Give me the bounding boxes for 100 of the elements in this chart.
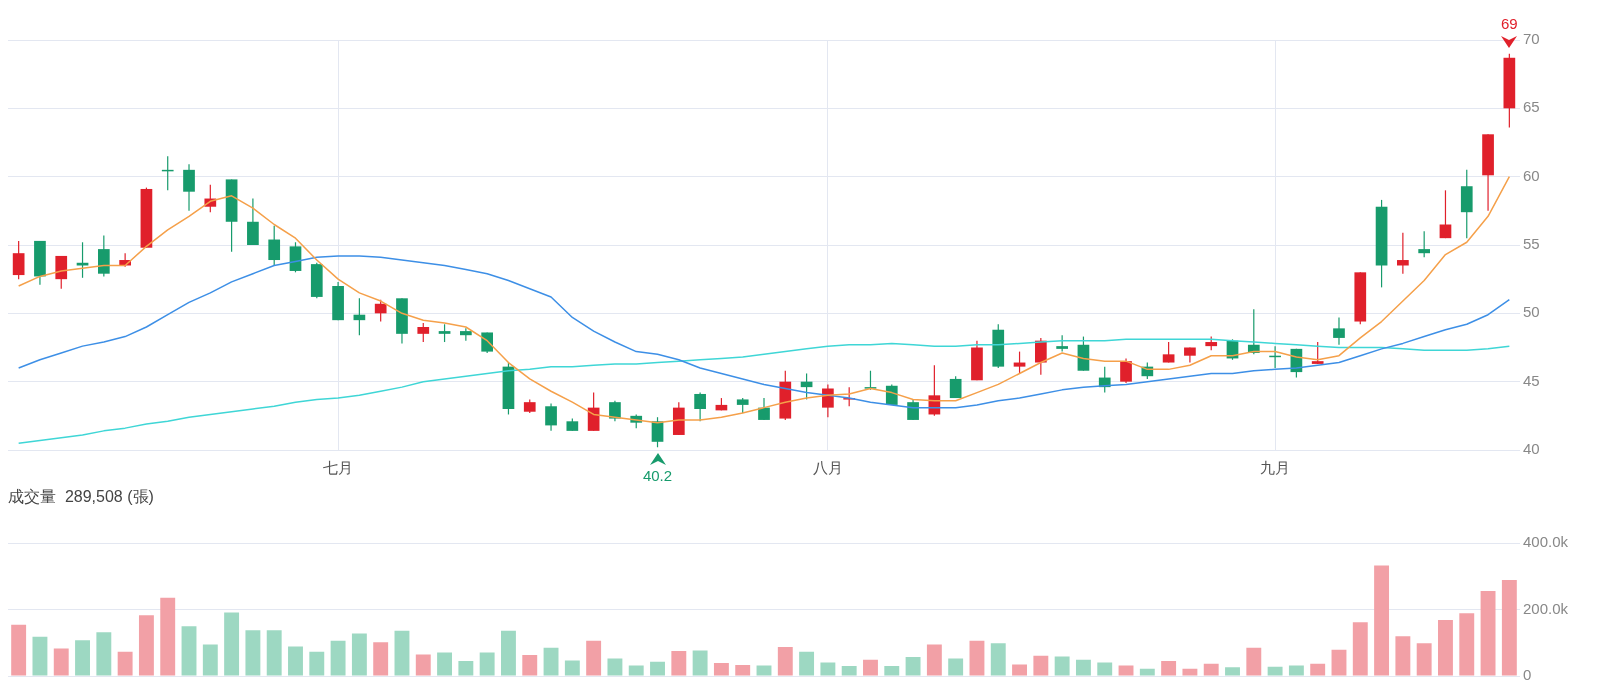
y-tick-label: 45: [1523, 371, 1540, 389]
annotation: 69: [1501, 15, 1518, 33]
bar: [288, 646, 303, 676]
bar: [1331, 649, 1347, 676]
bar: [1075, 659, 1091, 676]
y-tick-label: 200.0k: [1523, 599, 1569, 617]
bar: [650, 661, 665, 676]
candlestick: [1013, 351, 1026, 375]
candlestick: [907, 398, 919, 421]
bar: [522, 655, 538, 676]
bar: [543, 647, 559, 676]
bar: [799, 651, 815, 676]
bar: [458, 661, 474, 676]
bar: [1033, 655, 1049, 676]
bar: [1501, 579, 1517, 676]
bar: [692, 650, 708, 676]
y-tick-label: 65: [1523, 98, 1540, 116]
y-tick-label: 70: [1523, 30, 1540, 48]
candlestick: [1311, 341, 1324, 365]
bar: [1012, 664, 1027, 676]
bar: [713, 663, 729, 676]
candlestick: [545, 402, 557, 432]
y-tick-label: 0: [1523, 666, 1532, 684]
bar: [607, 658, 623, 676]
bar: [138, 615, 154, 676]
bar: [863, 659, 878, 676]
bar: [309, 651, 325, 676]
bar: [1097, 662, 1113, 676]
bar: [224, 612, 240, 676]
bar: [394, 630, 410, 676]
bar: [1480, 591, 1496, 676]
bar: [351, 633, 367, 676]
x-tick-label: 八月: [812, 459, 843, 477]
bar: [479, 652, 495, 676]
bar: [671, 651, 687, 676]
y-tick-label: 60: [1523, 166, 1540, 184]
bar: [1118, 665, 1134, 676]
bar: [245, 630, 261, 676]
x-tick-label: 七月: [323, 459, 354, 477]
bar: [75, 640, 90, 676]
candlestick: [460, 327, 472, 342]
bar: [1438, 619, 1453, 676]
bar: [1310, 663, 1326, 676]
bar: [628, 665, 644, 676]
annotation: 40.2: [642, 466, 673, 484]
bar: [373, 642, 389, 676]
bar: [181, 626, 197, 676]
candlestick: [609, 400, 621, 422]
bar: [884, 666, 900, 676]
bar: [756, 665, 772, 676]
bar: [1203, 663, 1219, 676]
bar: [117, 651, 133, 676]
bar: [202, 644, 218, 676]
candlestick: [1056, 334, 1068, 353]
bar: [1225, 667, 1240, 676]
candlestick: [247, 197, 259, 246]
candlestick: [76, 241, 89, 279]
bar: [1139, 668, 1155, 676]
bar: [1395, 636, 1411, 676]
candlestick: [1397, 232, 1409, 275]
bar: [1267, 666, 1283, 676]
bar: [501, 630, 516, 676]
bar: [841, 666, 857, 676]
bar: [564, 660, 580, 676]
chart-title: 成交量 289,508 (張): [8, 488, 154, 506]
bar: [1161, 661, 1177, 676]
candlestick: [268, 225, 281, 267]
bar: [11, 624, 27, 676]
bar: [96, 632, 112, 676]
bar: [1459, 613, 1475, 676]
bar: [990, 643, 1006, 676]
bar: [586, 640, 602, 676]
y-tick-label: 50: [1523, 303, 1540, 321]
bar: [1182, 668, 1198, 676]
bar: [905, 657, 921, 676]
candlestick: [183, 163, 195, 212]
y-tick-label: 400.0k: [1523, 533, 1569, 551]
bar: [1288, 665, 1304, 676]
candlestick: [417, 322, 430, 343]
bar: [437, 652, 453, 676]
candlestick: [12, 240, 25, 280]
bar: [948, 658, 964, 676]
candlestick: [1418, 230, 1431, 258]
bar: [969, 640, 985, 676]
bar: [1352, 622, 1368, 676]
candlestick: [1162, 341, 1175, 364]
bar: [1246, 647, 1262, 676]
bar: [1054, 656, 1070, 676]
bar: [735, 665, 751, 676]
bar: [330, 640, 346, 676]
bar: [1374, 565, 1390, 676]
bar: [160, 597, 176, 676]
bar: [820, 662, 836, 676]
bar: [266, 630, 282, 676]
bar: [32, 636, 48, 676]
bar: [415, 654, 431, 676]
bar: [926, 644, 942, 676]
bar: [1416, 643, 1432, 676]
candlestick: [651, 416, 664, 448]
bar: [53, 648, 69, 676]
